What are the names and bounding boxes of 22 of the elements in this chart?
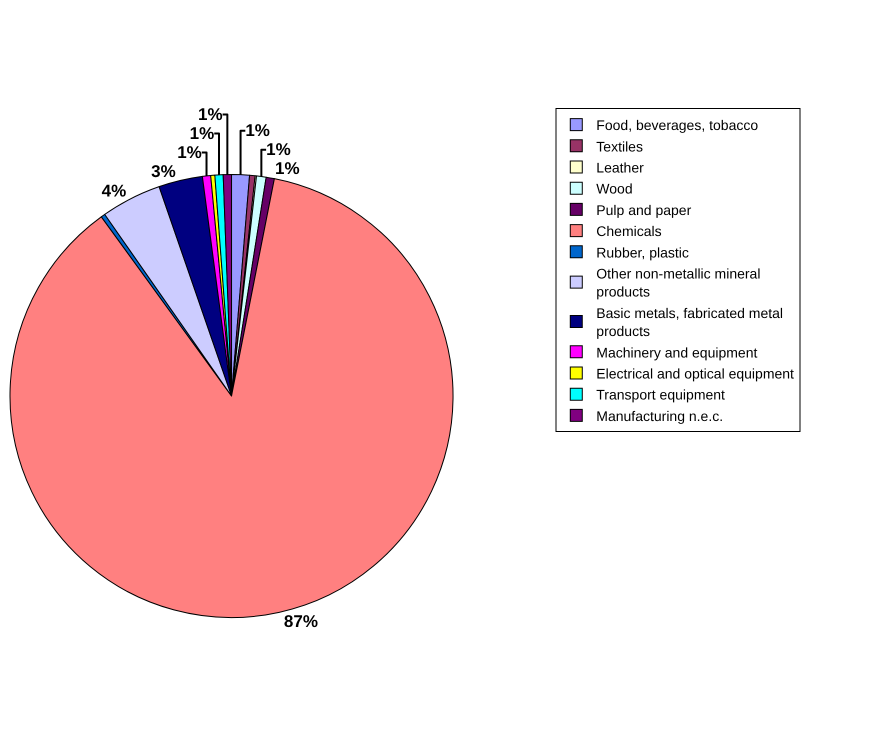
data-label: 1%: [266, 140, 291, 160]
data-label: 1%: [190, 124, 214, 143]
legend-label: Textiles: [596, 138, 643, 154]
data-label: 4%: [102, 182, 126, 201]
legend-label: Rubber, plastic: [596, 244, 689, 260]
data-label: 3%: [151, 162, 176, 181]
legend-label: Other non-metallic mineral products: [596, 265, 760, 300]
legend-label: Pulp and paper: [596, 202, 692, 218]
legend-label: Chemicals: [596, 223, 662, 240]
data-label: 87%: [284, 612, 318, 631]
legend-label: Basic metals, fabricated metal products: [596, 304, 784, 340]
legend-label: Electrical and optical equipment: [596, 365, 794, 382]
legend-label: Machinery and equipment: [596, 344, 758, 360]
legend-label: Manufacturing n.e.c.: [596, 408, 724, 424]
data-label: 1%: [177, 142, 202, 162]
data-label: 1%: [198, 104, 223, 124]
legend-label: Food, beverages, tobacco: [596, 117, 758, 134]
legend-label: Transport equipment: [596, 386, 726, 403]
data-label: 1%: [245, 121, 270, 140]
data-label: 1%: [275, 159, 300, 178]
legend-label: Leather: [596, 159, 644, 176]
legend-label: Wood: [596, 180, 633, 197]
